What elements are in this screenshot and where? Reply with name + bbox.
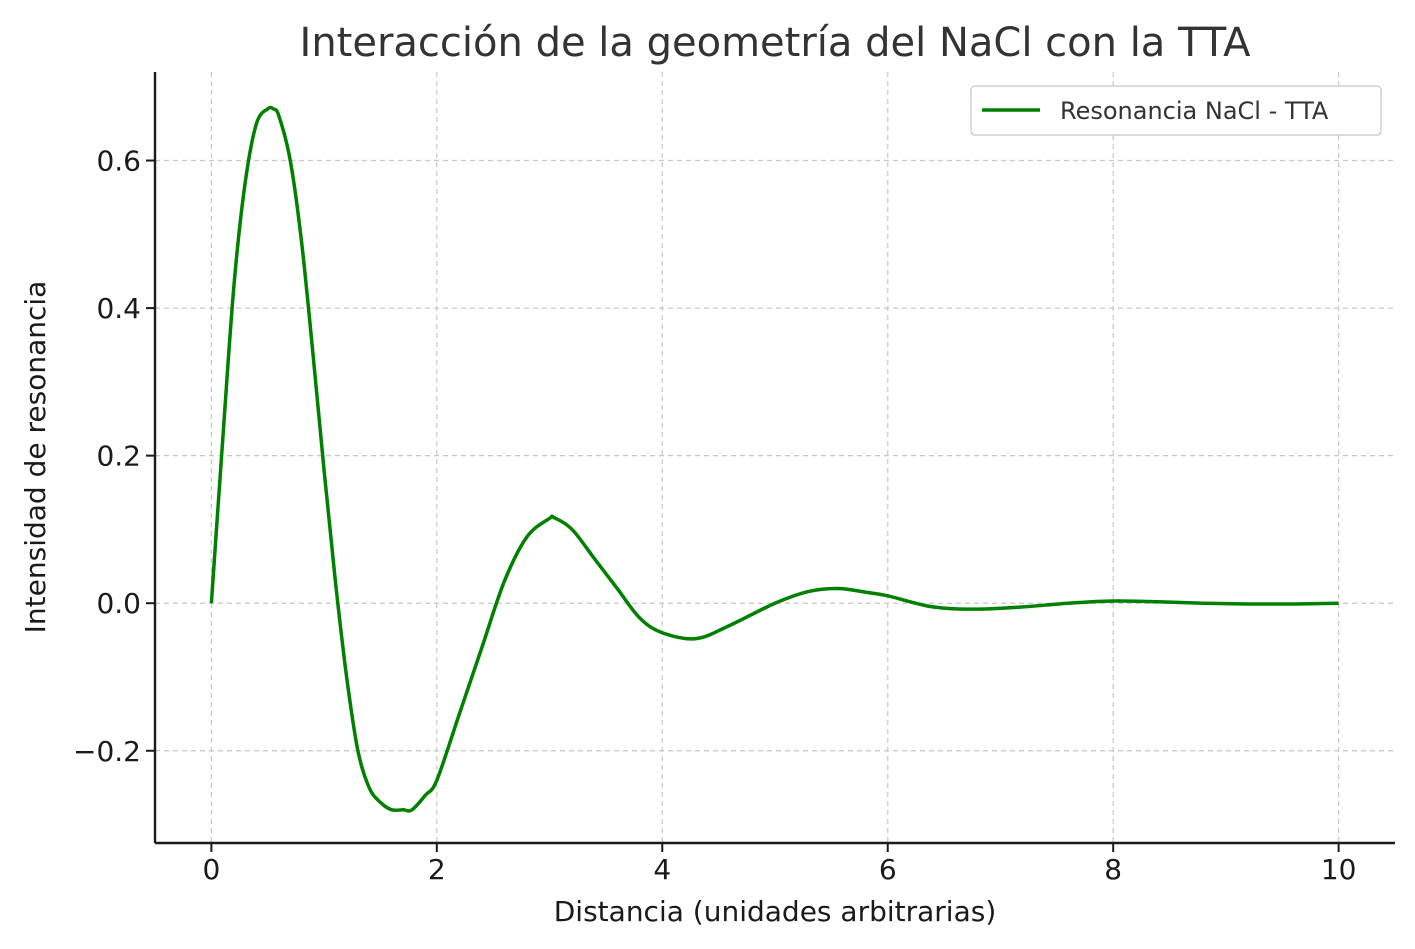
y-axis-label: Intensidad de resonancia: [19, 281, 52, 634]
grid: [155, 72, 1395, 843]
y-tick-label: 0.2: [96, 440, 141, 473]
y-tick-label: −0.2: [73, 735, 141, 768]
ticks: 0 2 4 6 8 10 −0.2 0.0 0.2 0.4 0.6: [73, 145, 1356, 886]
y-tick-label: 0.0: [96, 587, 141, 620]
x-tick-label: 4: [653, 853, 671, 886]
x-tick-label: 8: [1104, 853, 1122, 886]
x-tick-label: 0: [202, 853, 220, 886]
legend: Resonancia NaCl - TTA: [970, 85, 1382, 136]
x-axis-label: Distancia (unidades arbitrarias): [554, 895, 997, 928]
legend-box: [970, 85, 1382, 136]
x-tick-label: 10: [1321, 853, 1357, 886]
x-tick-label: 2: [428, 853, 446, 886]
y-tick-label: 0.4: [96, 292, 141, 325]
legend-entry: Resonancia NaCl - TTA: [1060, 97, 1329, 125]
chart-title: Interacción de la geometría del NaCl con…: [300, 20, 1252, 66]
axes: [153, 72, 1395, 845]
x-tick-label: 6: [879, 853, 897, 886]
y-tick-label: 0.6: [96, 145, 141, 178]
series-line: [209, 105, 1339, 813]
series-layer: [209, 105, 1339, 813]
